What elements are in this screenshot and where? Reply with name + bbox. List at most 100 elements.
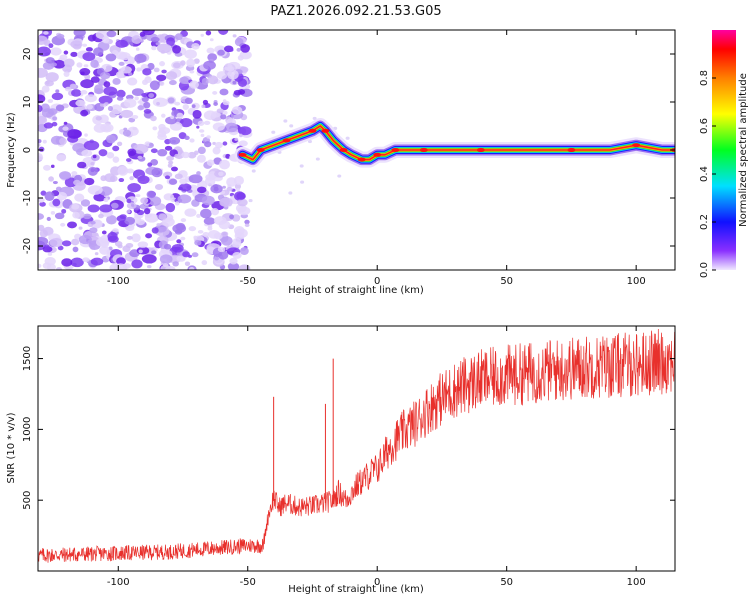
noise-blob <box>54 212 65 220</box>
noise-blob <box>126 209 131 214</box>
noise-blob <box>203 120 211 126</box>
noise-blob <box>226 186 233 192</box>
noise-blob <box>80 199 91 207</box>
noise-blob <box>179 76 190 85</box>
noise-blob <box>90 257 104 266</box>
noise-blob <box>300 180 305 184</box>
noise-blob <box>156 43 172 54</box>
top-x-tick-label: 0 <box>374 276 380 287</box>
noise-blob <box>39 229 48 238</box>
noise-blob <box>170 166 178 172</box>
noise-blob <box>196 154 206 163</box>
noise-blob <box>196 125 200 129</box>
noise-blob <box>112 78 121 85</box>
noise-blob <box>61 240 72 247</box>
noise-blob <box>45 57 55 64</box>
noise-blob <box>142 30 155 36</box>
noise-blob <box>191 104 196 108</box>
noise-blob <box>203 110 217 121</box>
noise-blob <box>248 198 253 203</box>
noise-blob <box>52 116 58 121</box>
noise-blob <box>172 261 179 267</box>
noise-blob <box>149 143 154 147</box>
noise-blob <box>150 148 158 154</box>
noise-blob <box>160 264 171 270</box>
top-y-tick-label: -20 <box>22 238 33 254</box>
noise-blob <box>94 84 104 94</box>
noise-blob <box>107 106 114 112</box>
noise-blob <box>134 53 147 64</box>
noise-blob <box>102 36 110 44</box>
noise-blob <box>161 113 166 118</box>
noise-blob <box>61 208 67 214</box>
noise-blob <box>149 80 160 91</box>
noise-blob <box>237 126 252 136</box>
bottom-x-tick-label: -100 <box>107 577 130 588</box>
noise-blob <box>175 222 186 231</box>
noise-blob <box>110 104 122 115</box>
noise-blob <box>103 86 118 96</box>
ridge-peak <box>308 128 317 133</box>
colorbar-tick-label: 0.6 <box>699 118 710 134</box>
noise-blob <box>130 203 135 207</box>
noise-blob <box>38 46 51 57</box>
noise-blob <box>105 53 117 62</box>
noise-blob <box>76 62 83 68</box>
noise-blob <box>144 76 152 84</box>
noise-blob <box>116 89 126 98</box>
noise-blob <box>193 235 198 240</box>
noise-blob <box>115 39 129 48</box>
noise-blob <box>231 241 242 248</box>
noise-blob <box>222 141 228 146</box>
noise-blob <box>188 226 197 232</box>
noise-blob <box>168 136 181 145</box>
noise-blob <box>112 156 120 163</box>
noise-blob <box>206 47 215 54</box>
noise-blob <box>85 47 93 52</box>
colorbar-gradient <box>712 30 736 270</box>
noise-blob <box>244 219 250 225</box>
noise-blob <box>123 98 137 108</box>
noise-blob <box>155 42 161 46</box>
top-x-tick-label: -50 <box>240 276 256 287</box>
noise-blob <box>159 61 166 67</box>
ridge-peak <box>282 138 291 143</box>
noise-blob <box>59 171 72 180</box>
noise-blob <box>38 143 41 147</box>
noise-blob <box>217 246 226 253</box>
top-x-axis-label: Height of straight line (km) <box>288 285 424 296</box>
noise-blob <box>216 108 224 114</box>
ridge-core <box>241 125 675 161</box>
noise-blob <box>219 159 230 170</box>
noise-blob <box>154 184 164 191</box>
noise-blob <box>104 173 115 183</box>
noise-blob <box>126 235 133 240</box>
noise-blob <box>213 102 218 106</box>
noise-blob <box>38 213 45 220</box>
noise-blob <box>176 255 186 262</box>
ridge-peak <box>476 148 485 152</box>
noise-blob <box>146 264 152 269</box>
noise-blob <box>38 146 45 152</box>
noise-blob <box>182 251 190 258</box>
top-y-tick-label: -10 <box>22 190 33 206</box>
noise-blob <box>166 37 176 47</box>
noise-blob <box>50 210 56 215</box>
noise-blob <box>110 202 119 209</box>
noise-blob <box>236 192 246 200</box>
noise-blob <box>237 198 248 207</box>
noise-blob <box>174 101 181 106</box>
noise-blob <box>237 55 244 61</box>
noise-blob <box>197 146 206 155</box>
noise-blob <box>233 226 245 236</box>
noise-blob <box>64 86 72 92</box>
noise-blob <box>125 94 134 100</box>
noise-blob <box>82 43 88 47</box>
noise-blob <box>69 83 77 89</box>
noise-blob <box>236 47 241 52</box>
noise-blob <box>59 137 67 145</box>
noise-blob <box>147 162 153 167</box>
noise-blob <box>57 245 64 251</box>
noise-blob <box>125 158 132 162</box>
top-x-tick-label: 50 <box>500 276 513 287</box>
